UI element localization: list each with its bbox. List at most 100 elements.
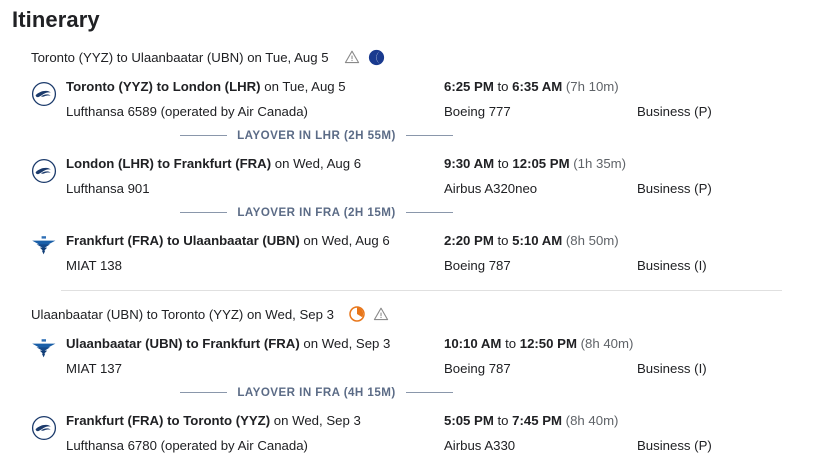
page-title: Itinerary bbox=[12, 7, 100, 32]
segment-route-endpoints: Toronto (YYZ) to London (LHR) bbox=[66, 79, 261, 94]
segment-flight-number: MIAT 137 bbox=[66, 361, 122, 376]
orange-pie-timer-icon bbox=[349, 306, 365, 322]
layover-divider: LAYOVER IN LHR (2H 55M) bbox=[0, 125, 823, 145]
segment-detail-column: 10:10 AM to 12:50 PM (8h 40m) Boeing 787 B… bbox=[444, 331, 823, 381]
segment-aircraft: Airbus A320neo bbox=[444, 181, 538, 196]
itinerary-header-icons bbox=[344, 49, 385, 66]
segment-times-separator: to bbox=[493, 79, 513, 94]
itinerary-header-label: Toronto (YYZ) to Ulaanbaatar (UBN) on Tu… bbox=[31, 49, 329, 65]
itinerary-header: Ulaanbaatar (UBN) to Toronto (YYZ) on We… bbox=[0, 303, 823, 325]
segment-cabin: Business (P) bbox=[637, 104, 712, 119]
lufthansa-crane-logo-icon bbox=[22, 408, 66, 441]
segment-route-column: Frankfurt (FRA) to Ulaanbaatar (UBN) on … bbox=[66, 228, 444, 278]
segment-times-separator: to bbox=[494, 156, 513, 171]
segment-times-separator: to bbox=[493, 413, 513, 428]
layover-label: LAYOVER IN FRA (2H 15M) bbox=[237, 205, 396, 219]
segment-route: London (LHR) to Frankfurt (FRA) on Wed, … bbox=[66, 151, 444, 176]
segment-arrival-time: 7:45 PM bbox=[512, 413, 563, 428]
segment-departure-time: 5:05 PM bbox=[444, 413, 494, 428]
segment-arrival-time: 12:50 PM bbox=[519, 336, 577, 351]
flight-segment: Frankfurt (FRA) to Ulaanbaatar (UBN) on … bbox=[0, 222, 823, 278]
segment-route-endpoints: Frankfurt (FRA) to Ulaanbaatar (UBN) bbox=[66, 233, 300, 248]
segment-route-date: on Wed, Sep 3 bbox=[299, 336, 391, 351]
segment-cabin: Business (P) bbox=[637, 181, 712, 196]
segment-route: Frankfurt (FRA) to Toronto (YYZ) on Wed,… bbox=[66, 408, 444, 433]
segment-body: Ulaanbaatar (UBN) to Frankfurt (FRA) on … bbox=[66, 331, 823, 381]
segment-aircraft: Boeing 787 bbox=[444, 258, 511, 273]
crescent-moon-icon bbox=[368, 49, 385, 66]
miat-bird-logo-icon bbox=[22, 228, 66, 259]
warning-triangle-icon[interactable] bbox=[373, 306, 389, 322]
segment-arrival-time: 12:05 PM bbox=[512, 156, 570, 171]
layover-rule-left bbox=[180, 211, 228, 213]
layover-divider: LAYOVER IN FRA (4H 15M) bbox=[0, 382, 823, 402]
layover-label: LAYOVER IN FRA (4H 15M) bbox=[237, 385, 396, 399]
segment-route-endpoints: Ulaanbaatar (UBN) to Frankfurt (FRA) bbox=[66, 336, 300, 351]
segment-flight-number: Lufthansa 901 bbox=[66, 181, 150, 196]
segment-duration: (7h 10m) bbox=[562, 79, 619, 94]
flight-segment: London (LHR) to Frankfurt (FRA) on Wed, … bbox=[0, 145, 823, 201]
segment-aircraft-cabin: Boeing 787 Business (I) bbox=[444, 253, 823, 278]
segment-route-column: Toronto (YYZ) to London (LHR) on Tue, Au… bbox=[66, 74, 444, 124]
segment-times: 6:25 PM to 6:35 AM (7h 10m) bbox=[444, 74, 823, 99]
segment-times-separator: to bbox=[501, 336, 520, 351]
layover-divider: LAYOVER IN FRA (2H 15M) bbox=[0, 202, 823, 222]
segment-times: 9:30 AM to 12:05 PM (1h 35m) bbox=[444, 151, 823, 176]
segment-duration: (8h 40m) bbox=[576, 336, 634, 351]
segment-cabin: Business (I) bbox=[637, 258, 707, 273]
segment-duration: (1h 35m) bbox=[569, 156, 627, 171]
layover-rule-right bbox=[405, 134, 453, 136]
miat-bird-logo-icon bbox=[22, 331, 66, 362]
section-separator bbox=[61, 290, 782, 291]
segment-detail-column: 9:30 AM to 12:05 PM (1h 35m) Airbus A320n… bbox=[444, 151, 823, 201]
layover-rule-right bbox=[405, 211, 453, 213]
segment-route-date: on Tue, Aug 5 bbox=[260, 79, 346, 94]
segment-route: Frankfurt (FRA) to Ulaanbaatar (UBN) on … bbox=[66, 228, 444, 253]
segment-times: 5:05 PM to 7:45 PM (8h 40m) bbox=[444, 408, 823, 433]
segment-departure-time: 9:30 AM bbox=[444, 156, 495, 171]
segment-detail-column: 6:25 PM to 6:35 AM (7h 10m) Boeing 777 Bus… bbox=[444, 74, 823, 124]
flight-segment: Ulaanbaatar (UBN) to Frankfurt (FRA) on … bbox=[0, 325, 823, 381]
segment-route-column: Frankfurt (FRA) to Toronto (YYZ) on Wed,… bbox=[66, 408, 444, 458]
segment-cabin: Business (I) bbox=[637, 361, 707, 376]
segment-route-endpoints: London (LHR) to Frankfurt (FRA) bbox=[66, 156, 272, 171]
segment-aircraft-cabin: Airbus A320neo Business (P) bbox=[444, 176, 823, 201]
segment-route-date: on Wed, Aug 6 bbox=[271, 156, 362, 171]
segment-departure-time: 6:25 PM bbox=[444, 79, 494, 94]
itinerary-list: Toronto (YYZ) to Ulaanbaatar (UBN) on Tu… bbox=[0, 46, 823, 458]
segment-route-column: London (LHR) to Frankfurt (FRA) on Wed, … bbox=[66, 151, 444, 201]
segment-times-separator: to bbox=[493, 233, 513, 248]
lufthansa-crane-logo-icon bbox=[22, 151, 66, 184]
spacer bbox=[0, 291, 823, 303]
segment-flight-number: MIAT 138 bbox=[66, 258, 122, 273]
segment-aircraft-cabin: Boeing 787 Business (I) bbox=[444, 356, 823, 381]
segment-body: Toronto (YYZ) to London (LHR) on Tue, Au… bbox=[66, 74, 823, 124]
segment-departure-time: 2:20 PM bbox=[444, 233, 494, 248]
segment-cabin: Business (P) bbox=[637, 438, 712, 453]
layover-label: LAYOVER IN LHR (2H 55M) bbox=[237, 128, 396, 142]
segment-body: Frankfurt (FRA) to Ulaanbaatar (UBN) on … bbox=[66, 228, 823, 278]
itinerary-block: Toronto (YYZ) to Ulaanbaatar (UBN) on Tu… bbox=[0, 46, 823, 278]
segment-flight-number: Lufthansa 6589 (operated by Air Canada) bbox=[66, 104, 308, 119]
layover-rule-left bbox=[180, 134, 228, 136]
segment-route-column: Ulaanbaatar (UBN) to Frankfurt (FRA) on … bbox=[66, 331, 444, 381]
segment-duration: (8h 40m) bbox=[562, 413, 619, 428]
spacer bbox=[0, 34, 823, 46]
segment-departure-time: 10:10 AM bbox=[444, 336, 502, 351]
segment-detail-column: 5:05 PM to 7:45 PM (8h 40m) Airbus A330 Bu… bbox=[444, 408, 823, 458]
segment-duration: (8h 50m) bbox=[562, 233, 619, 248]
segment-detail-column: 2:20 PM to 5:10 AM (8h 50m) Boeing 787 Bus… bbox=[444, 228, 823, 278]
segment-route: Ulaanbaatar (UBN) to Frankfurt (FRA) on … bbox=[66, 331, 444, 356]
lufthansa-crane-logo-icon bbox=[22, 74, 66, 107]
itinerary-block: Ulaanbaatar (UBN) to Toronto (YYZ) on We… bbox=[0, 303, 823, 458]
segment-arrival-time: 6:35 AM bbox=[512, 79, 563, 94]
flight-segment: Toronto (YYZ) to London (LHR) on Tue, Au… bbox=[0, 68, 823, 124]
segment-aircraft: Airbus A330 bbox=[444, 438, 516, 453]
warning-triangle-icon[interactable] bbox=[344, 49, 360, 65]
itinerary-header: Toronto (YYZ) to Ulaanbaatar (UBN) on Tu… bbox=[0, 46, 823, 68]
segment-times: 10:10 AM to 12:50 PM (8h 40m) bbox=[444, 331, 823, 356]
segment-route: Toronto (YYZ) to London (LHR) on Tue, Au… bbox=[66, 74, 444, 99]
segment-route-endpoints: Frankfurt (FRA) to Toronto (YYZ) bbox=[66, 413, 271, 428]
segment-arrival-time: 5:10 AM bbox=[512, 233, 563, 248]
